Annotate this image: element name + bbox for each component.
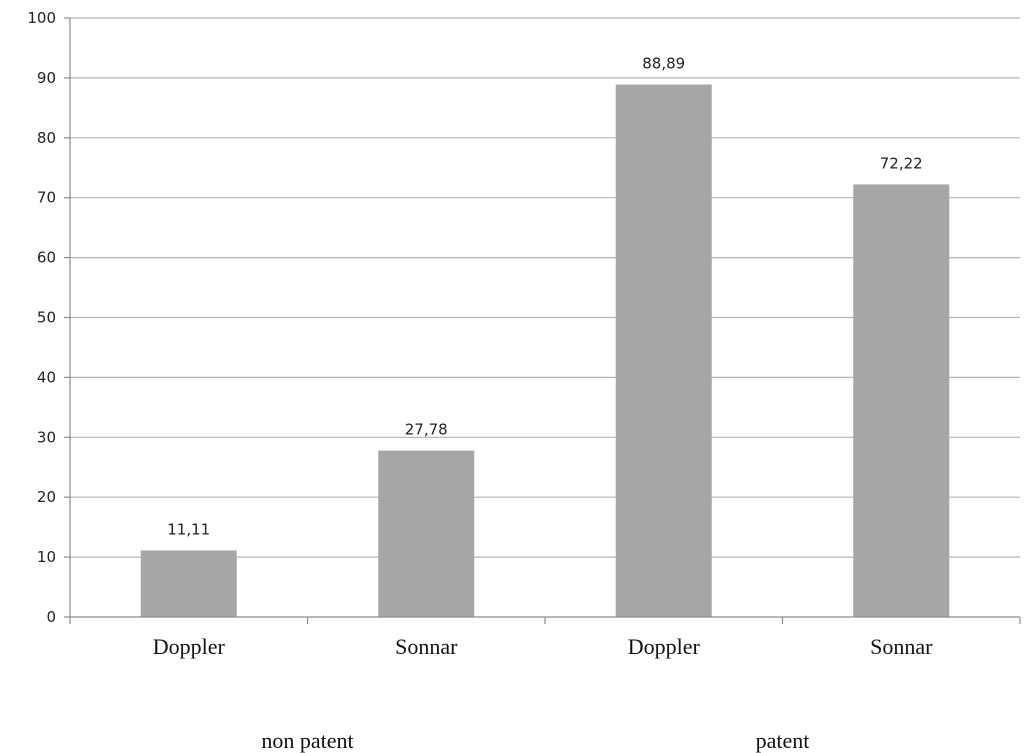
x-axis — [69, 616, 1021, 624]
category-labels: Doppler Sonnar Doppler Sonnar — [153, 634, 933, 659]
bar — [615, 84, 712, 618]
x-group-label: patent — [756, 728, 810, 753]
bars — [140, 84, 950, 618]
y-tick-label: 20 — [37, 488, 56, 506]
y-tick-label: 50 — [37, 309, 56, 327]
y-tick-label: 100 — [27, 9, 56, 27]
x-category-label: Sonnar — [870, 634, 933, 659]
y-tick-label: 0 — [46, 608, 56, 626]
y-tick-label: 10 — [37, 548, 56, 566]
data-label: 11,11 — [167, 520, 210, 538]
bar — [378, 450, 475, 617]
x-category-label: Doppler — [153, 634, 226, 659]
grid-lines — [70, 17, 1020, 558]
data-labels: 11,11 27,78 88,89 72,22 — [167, 55, 922, 539]
bar — [140, 550, 237, 617]
y-tick-label: 40 — [37, 368, 56, 386]
x-category-label: Doppler — [628, 634, 701, 659]
y-tick-label: 80 — [37, 129, 56, 147]
y-axis-ticks: 0 10 20 30 40 50 60 70 80 90 100 — [27, 9, 71, 626]
bar — [853, 184, 950, 617]
x-category-label: Sonnar — [395, 634, 458, 659]
y-tick-label: 90 — [37, 69, 56, 87]
data-label: 88,89 — [642, 55, 685, 73]
y-tick-label: 30 — [37, 428, 56, 446]
y-tick-label: 60 — [37, 249, 56, 267]
x-group-label: non patent — [261, 728, 353, 753]
data-label: 72,22 — [880, 154, 923, 172]
data-label: 27,78 — [405, 421, 448, 439]
group-labels: non patent patent — [261, 728, 809, 753]
y-tick-label: 70 — [37, 189, 56, 207]
